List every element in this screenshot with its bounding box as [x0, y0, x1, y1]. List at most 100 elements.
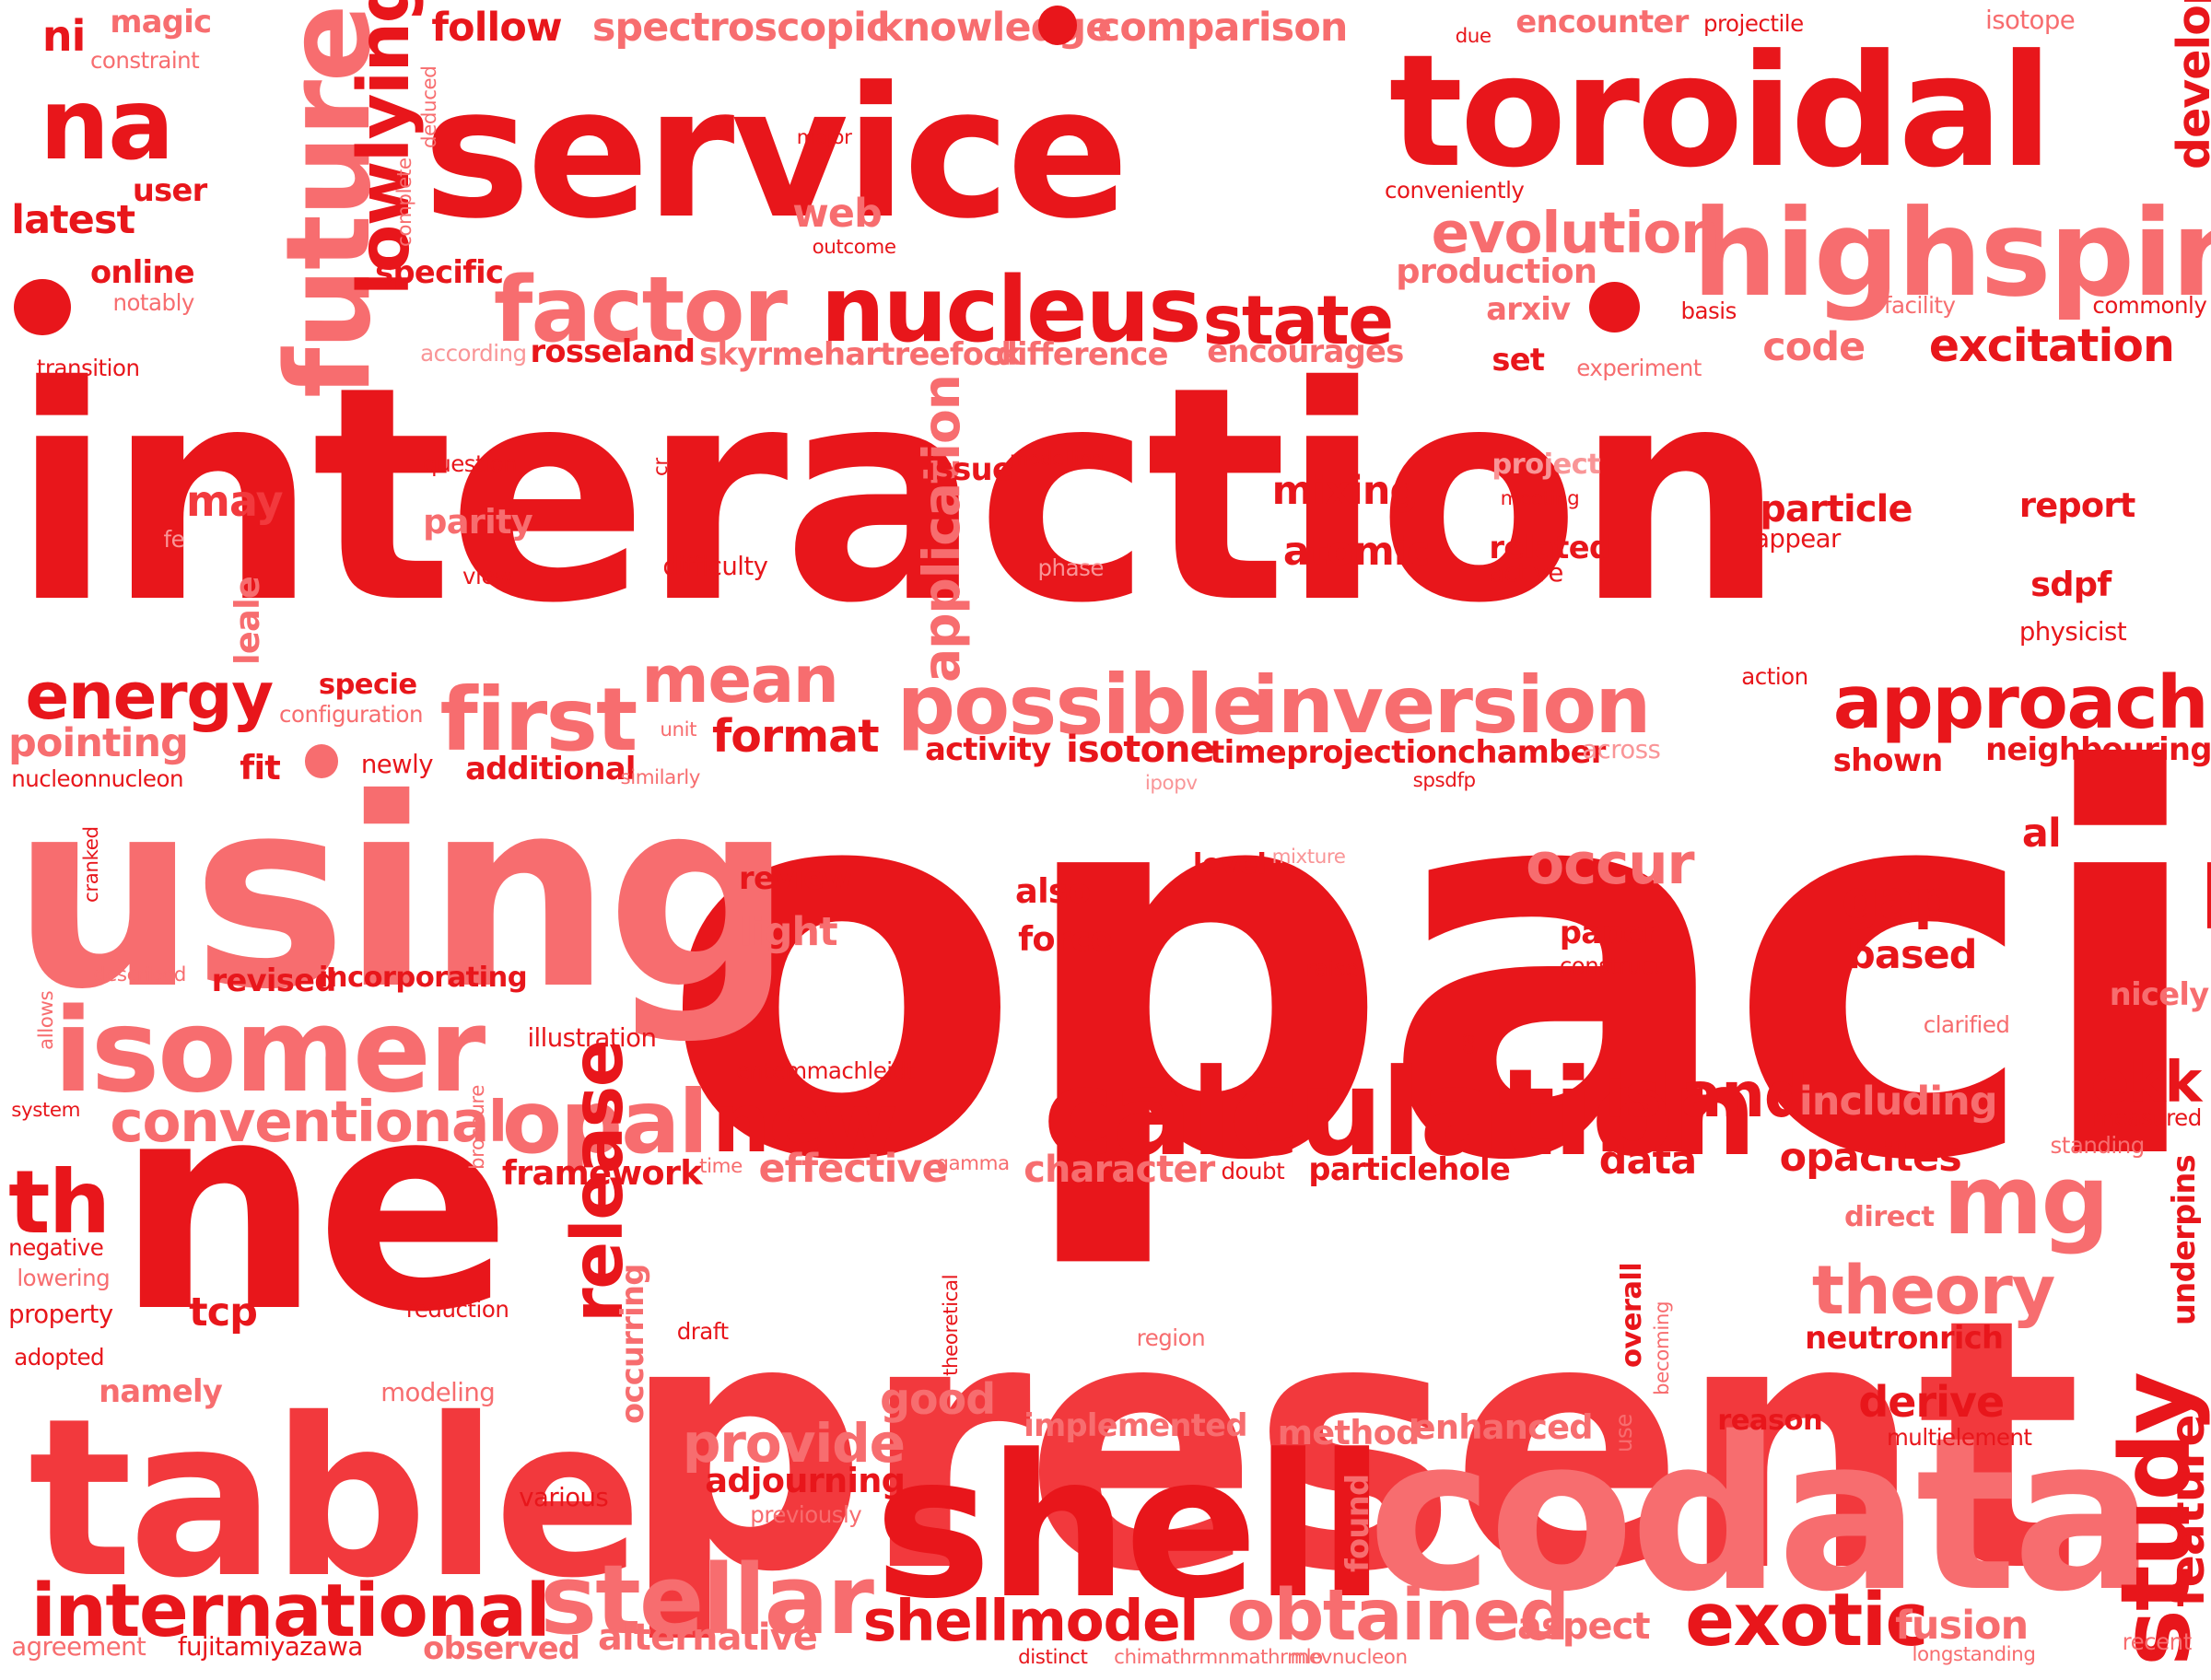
word-projectile: projectile	[1702, 10, 1804, 38]
word-island: island	[1604, 1058, 1808, 1132]
word-neutronrich: neutronrich	[1805, 1320, 2004, 1357]
word-previously: previously	[750, 1501, 862, 1529]
word-chimathrmnmathrmlo: chimathrmnmathrmlo	[1114, 1645, 1323, 1669]
word-unit: unit	[660, 718, 697, 741]
word-using: using	[11, 741, 793, 1046]
word-international: international	[30, 1567, 551, 1653]
word-isomer: isomer	[53, 983, 485, 1119]
word-complete: complete	[392, 158, 416, 247]
word-inversion: inversion	[1252, 659, 1651, 752]
word-report: report	[2018, 484, 2136, 525]
word-light: light	[739, 909, 838, 956]
word-isotone: isotone	[1066, 728, 1215, 771]
word-state: state	[1202, 281, 1394, 360]
word-force: force	[1018, 919, 1113, 960]
word-longstanding: longstanding	[1912, 1642, 2036, 1666]
word-nucleus: nucleus	[820, 257, 1202, 363]
cloud-dot	[1589, 282, 1641, 333]
word-adopted: adopted	[14, 1344, 105, 1371]
word-timeprojectionchamber: timeprojectionchamber	[1210, 733, 1606, 770]
word-distinct: distinct	[1018, 1645, 1088, 1669]
cloud-dot	[304, 744, 339, 778]
word-multielement: multielement	[1886, 1424, 2032, 1452]
word-particle: particle	[1760, 488, 1913, 531]
word-constraint: constraint	[89, 46, 200, 74]
word-possible: possible	[896, 657, 1267, 752]
word-deduced: deduced	[418, 65, 442, 148]
word-based: based	[1847, 931, 1977, 978]
word-framework: framework	[501, 1153, 703, 1194]
word-configuration: configuration	[279, 701, 423, 729]
word-opacity: opacity	[660, 661, 2211, 1278]
word-isotope: isotope	[1985, 5, 2076, 35]
word-use: use	[1610, 1413, 1638, 1452]
word-opacites: opacites	[1779, 1135, 1962, 1182]
word-gamma: gamma	[936, 1152, 1010, 1176]
word-production: production	[1396, 251, 1597, 291]
word-skyrmehartreefock: skyrmehartreefock	[699, 335, 1022, 372]
word-also: also	[1015, 871, 1091, 912]
word-conventional: conventional	[110, 1089, 508, 1155]
word-lowlying: lowlying	[343, 0, 426, 297]
word-encounter: encounter	[1515, 3, 1689, 40]
word-shell: shell	[873, 1411, 1386, 1642]
word-highspin: highspin	[1691, 182, 2211, 323]
word-shellmodel: shellmodel	[862, 1588, 1199, 1654]
word-mixing: mixing	[1271, 468, 1419, 515]
word-service: service	[423, 48, 1129, 259]
word-particlehole: particlehole	[1308, 1150, 1511, 1187]
word-parity: parity	[423, 502, 533, 542]
word-various: various	[519, 1482, 609, 1512]
word-latest: latest	[11, 197, 135, 244]
word-conveniently: conveniently	[1385, 176, 1525, 204]
word-described: described	[93, 963, 186, 987]
word-related: related	[1489, 529, 1611, 566]
word-underpins: underpins	[2166, 1154, 2203, 1325]
word-mean: mean	[641, 641, 838, 718]
word-mixture: mixture	[1271, 845, 1346, 869]
word-cr: cr	[649, 458, 673, 477]
word-adjourning: adjourning	[705, 1461, 906, 1500]
word-found: found	[1339, 1474, 1376, 1572]
word-entemmachleidt: entemmachleidt	[735, 1057, 915, 1085]
word-mg: mg	[1943, 1144, 2110, 1257]
word-meeting: meeting	[1500, 486, 1580, 510]
word-raise: raise	[1305, 954, 1359, 982]
word-according: according	[420, 340, 527, 368]
word-similarly: similarly	[620, 765, 700, 789]
word-pointing: pointing	[8, 720, 189, 767]
word-system: system	[11, 1099, 81, 1123]
word-na: na	[39, 67, 174, 182]
word-occur: occur	[1526, 831, 1695, 897]
word-table: table	[28, 1371, 643, 1627]
word-set: set	[1492, 342, 1545, 379]
word-enhanced: enhanced	[1412, 1406, 1594, 1447]
word-application: application	[911, 374, 971, 682]
word-question: question	[423, 449, 517, 477]
word-appear: appear	[1754, 523, 1841, 554]
word-clarified: clarified	[1923, 1010, 2010, 1038]
word-comparison: comparison	[1096, 4, 1349, 51]
word-lowering: lowering	[17, 1265, 111, 1292]
word-experiment: experiment	[1576, 354, 1702, 381]
word-codata: codata	[1367, 1392, 2156, 1639]
word-construct: construct	[1559, 951, 1662, 979]
word-nucleonnucleon: nucleonnucleon	[11, 765, 183, 793]
word-region: region	[1136, 1324, 1206, 1351]
word-ca: ca	[1456, 1032, 1480, 1055]
word-may: may	[186, 475, 283, 526]
word-active: active	[1489, 557, 1563, 588]
word-standing: standing	[2050, 1132, 2146, 1160]
word-including: including	[1799, 1078, 1997, 1125]
word-format: format	[711, 710, 880, 764]
word-issue: issue	[925, 451, 1013, 488]
word-paper: paper	[1559, 914, 1659, 951]
word-mevnucleon: mevnucleon	[1290, 1645, 1409, 1669]
word-code: code	[1762, 324, 1866, 371]
word-level: level	[1192, 848, 1267, 881]
word-ipopv: ipopv	[1144, 772, 1198, 795]
word-opal: opal	[501, 1071, 708, 1173]
word-cranked: cranked	[79, 825, 103, 903]
word-calculation: calculation	[1043, 1043, 1757, 1184]
